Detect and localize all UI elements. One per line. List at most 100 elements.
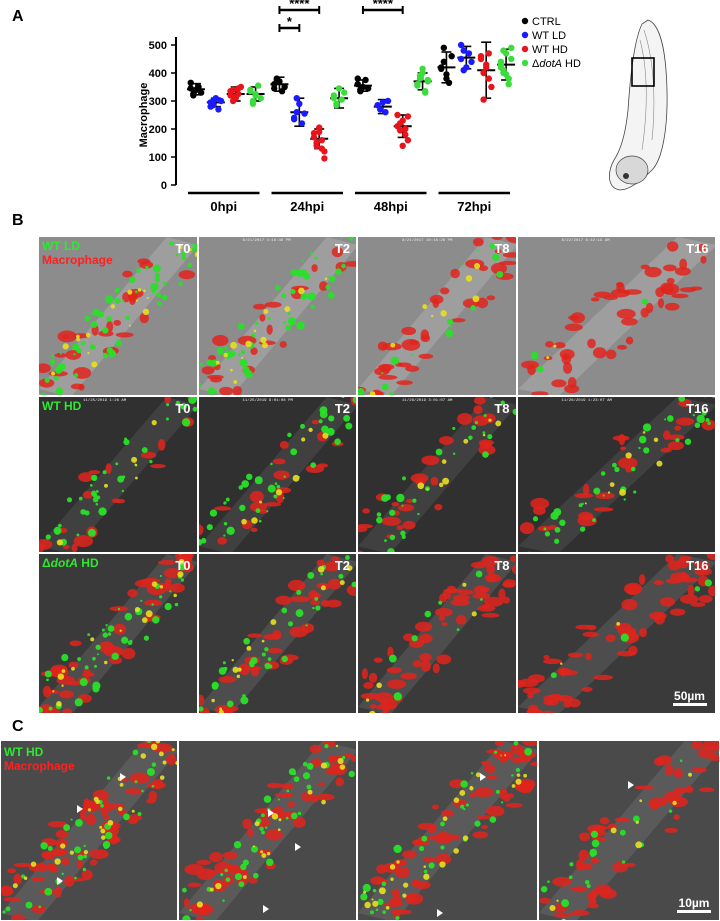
- timestamp-text: 11/26/2019 1:23:07 AM: [561, 399, 612, 403]
- data-point: [318, 137, 326, 144]
- significance-label: *: [287, 14, 293, 29]
- row-label: ΔdotA HD: [42, 556, 99, 570]
- y-axis-label: Macrophage: [138, 83, 150, 148]
- timelapse-image: T16 50µm: [516, 553, 716, 714]
- data-point: [207, 103, 214, 110]
- row-label-macrophage: Macrophage: [42, 253, 113, 267]
- data-point: [301, 110, 308, 117]
- data-point: [460, 47, 467, 54]
- y-tick-label: 500: [149, 40, 167, 52]
- row-label: WT LD: [42, 239, 80, 253]
- scalebar-label: 10µm: [678, 896, 710, 910]
- data-point: [402, 131, 409, 138]
- data-point: [414, 82, 421, 89]
- scalebar-line: [677, 910, 711, 913]
- data-point: [404, 137, 412, 144]
- timepoint-label: T2: [334, 241, 350, 256]
- data-point: [468, 58, 475, 65]
- micrograph: [358, 741, 537, 920]
- timepoint-label: T2: [334, 558, 350, 573]
- timelapse-image: T16 8/22/2017 6:42:19 AM: [516, 236, 716, 396]
- arrowhead-marker: [480, 773, 486, 781]
- data-point: [483, 61, 490, 68]
- data-point: [443, 75, 450, 82]
- data-point: [210, 97, 217, 105]
- timepoint-label: T16: [686, 241, 709, 256]
- zebrafish-larva-illustration: [609, 19, 668, 191]
- scalebar-line: [672, 703, 707, 706]
- closeup-label-macrophage: Macrophage: [4, 759, 75, 773]
- closeup-image: 10µm: [538, 740, 720, 921]
- data-point: [448, 53, 455, 60]
- legend-label: ΔdotA HD: [532, 58, 581, 70]
- data-point: [508, 44, 515, 51]
- scalebar: 10µm: [677, 896, 711, 914]
- data-point: [354, 75, 361, 82]
- data-point: [290, 116, 298, 123]
- timelapse-image: T2 8/21/2017 4:16:46 PM: [197, 236, 357, 396]
- data-point: [252, 92, 259, 99]
- data-point: [440, 44, 448, 51]
- micrograph: [358, 237, 516, 395]
- micrograph: [39, 397, 197, 552]
- timelapse-image: T0 11/25/2019 1:26 AM WT HD: [38, 396, 198, 553]
- chart-axes: 0 100 200 300 400 500 Macrophage: [138, 37, 177, 192]
- data-point: [485, 50, 493, 57]
- y-tick-label: 400: [149, 68, 167, 80]
- data-point: [396, 127, 404, 134]
- data-point: [187, 79, 194, 87]
- micrograph: [517, 397, 715, 552]
- micrograph: [198, 237, 357, 395]
- timelapse-image: T8 8/21/2017 10:16:26 PM: [357, 236, 517, 396]
- data-point: [215, 106, 222, 113]
- arrowhead-marker: [77, 805, 83, 813]
- arrowhead-marker: [57, 877, 63, 885]
- timepoint-label: T0: [175, 558, 191, 573]
- legend-marker: [521, 31, 529, 39]
- arrowhead-marker: [437, 909, 443, 917]
- data-point: [480, 69, 487, 77]
- legend-marker: [521, 17, 529, 25]
- data-point: [330, 95, 338, 102]
- timelapse-image: T8 11/26/2019 3:01:07 AM: [357, 396, 517, 553]
- data-point: [235, 85, 242, 92]
- chart-significance: *********: [278, 0, 404, 32]
- timepoint-label: T16: [686, 558, 709, 573]
- arrowhead-marker: [120, 773, 126, 781]
- timelapse-image: T8: [357, 553, 517, 714]
- data-point: [379, 99, 387, 106]
- panel-b-label: B: [12, 212, 24, 229]
- data-point: [362, 76, 369, 84]
- data-point: [281, 83, 288, 91]
- timelapse-image: T0 ΔdotA HD: [38, 553, 198, 714]
- data-point: [335, 85, 343, 92]
- micrograph: [517, 554, 715, 713]
- data-point: [497, 61, 505, 68]
- group-label: 0hpi: [210, 199, 237, 214]
- data-point: [310, 130, 318, 137]
- significance-label: ****: [373, 0, 394, 11]
- timepoint-label: T8: [494, 558, 510, 573]
- significance-label: ****: [289, 0, 310, 11]
- legend-label: WT HD: [532, 44, 568, 56]
- timepoint-label: T0: [175, 241, 191, 256]
- data-point: [421, 89, 429, 96]
- data-point: [357, 86, 364, 94]
- data-point: [187, 85, 194, 92]
- data-point: [195, 83, 202, 91]
- data-point: [384, 97, 392, 105]
- data-point: [457, 41, 465, 49]
- micrograph: [1, 741, 177, 920]
- data-point: [419, 65, 426, 73]
- timestamp-text: 11/25/2019 9:01:08 PM: [242, 399, 293, 403]
- timelapse-image: T2: [197, 553, 357, 714]
- timepoint-label: T2: [334, 401, 350, 416]
- chart-group-bars: 0hpi 24hpi 48hpi 72hpi: [188, 191, 510, 214]
- data-point: [318, 145, 326, 152]
- legend-label: CTRL: [532, 16, 561, 28]
- data-point: [338, 96, 345, 103]
- scalebar-label: 50µm: [674, 689, 705, 703]
- data-point: [197, 89, 205, 96]
- data-point: [298, 120, 306, 127]
- data-point: [440, 58, 448, 65]
